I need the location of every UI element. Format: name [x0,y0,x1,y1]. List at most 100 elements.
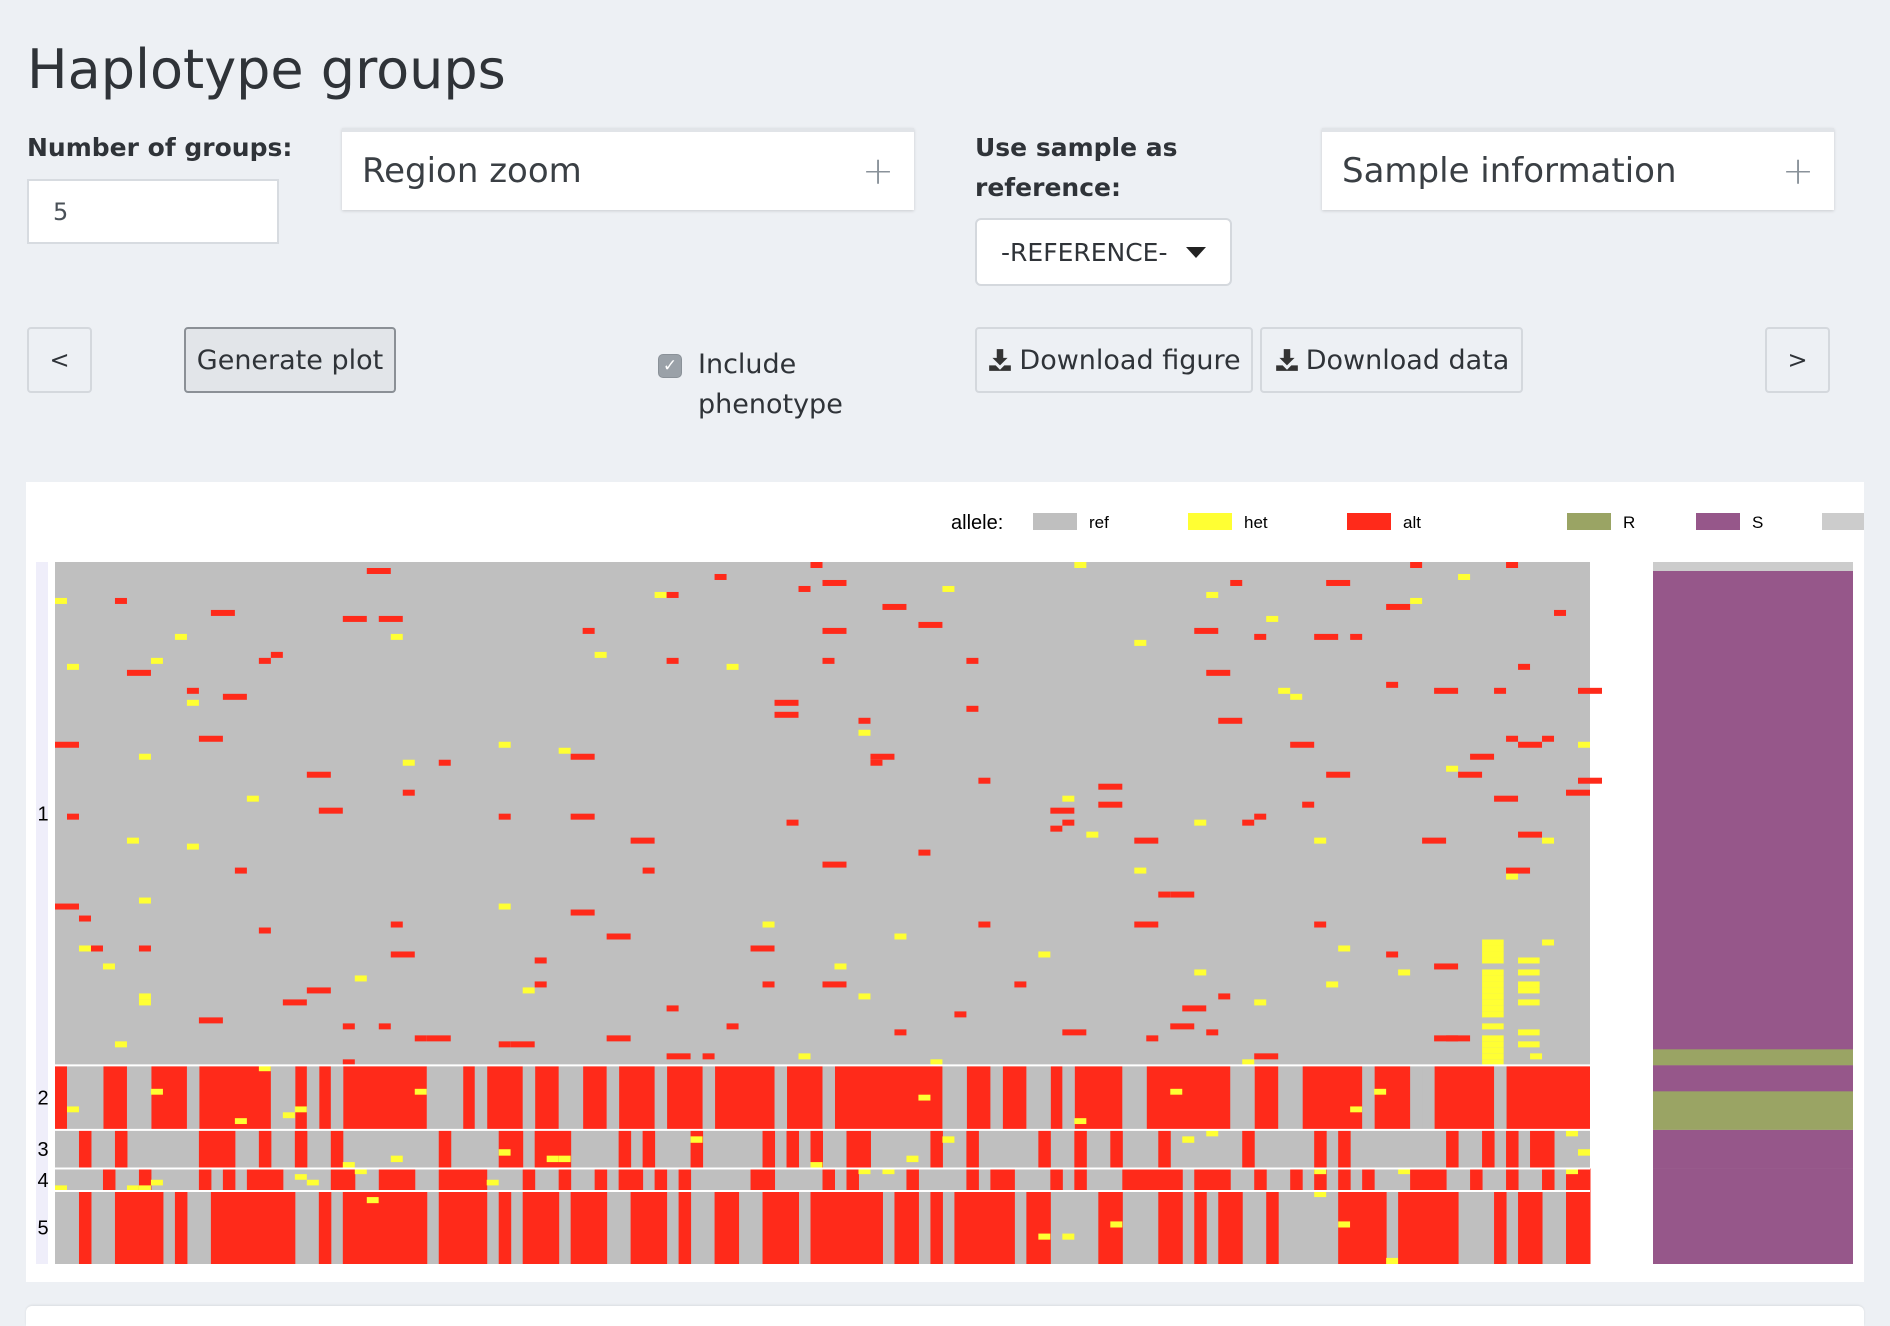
include-phenotype-label[interactable]: Include phenotype [698,349,843,420]
cell-het [498,741,511,748]
include-phenotype-checkbox[interactable]: ✓ [658,354,682,378]
cell-het [1578,741,1590,748]
cell-column [438,1065,452,1130]
download-figure-button[interactable]: Download figure [975,327,1253,393]
cell-alt [822,627,847,634]
cell-column [450,1168,464,1191]
cell-alt [870,759,883,766]
cell-alt [66,813,79,820]
cell-column [306,1065,320,1130]
cell-column [1062,1065,1075,1130]
cell-het [1482,975,1504,982]
cell-het [282,1112,295,1119]
cell-alt [582,627,595,634]
cell-alt [822,579,847,586]
cell-alt [1542,735,1555,742]
cell-column [282,1065,296,1130]
previous-button[interactable]: < [27,327,92,393]
cell-column [1158,1168,1171,1191]
cell-column [114,1129,128,1169]
legend: allele: ref het alt R S [951,512,1864,534]
cell-alt [378,615,403,622]
cell-column [846,1190,859,1264]
cell-het [354,1168,367,1175]
cell-het [930,1059,943,1066]
cell-alt [666,591,679,598]
cell-alt [630,837,655,844]
cell-het [1314,837,1327,844]
legend-label-R: R [1623,513,1635,532]
cell-het [486,1179,499,1186]
group-label-4: 4 [37,1170,48,1192]
cell-alt [1578,777,1602,784]
cell-column [1254,1168,1267,1191]
legend-swatch-R [1567,513,1611,530]
sample-information-accordion[interactable]: Sample information + [1322,128,1834,210]
cell-alt [822,657,835,664]
cell-column [402,1168,416,1191]
cell-het [1518,987,1540,994]
cell-alt [798,585,811,592]
cell-alt [426,1035,451,1042]
region-zoom-accordion[interactable]: Region zoom + [342,128,914,210]
cell-het [1062,1233,1075,1240]
cell-alt [510,1041,535,1048]
cell-column [654,1190,668,1264]
cell-alt [666,657,679,664]
generate-plot-button[interactable]: Generate plot [184,327,396,393]
cell-het [1350,1106,1363,1113]
cell-column [1002,1190,1015,1264]
cell-column [846,1129,859,1169]
cell-column [1362,1168,1375,1191]
cell-alt [1518,741,1543,748]
cell-column [870,1190,883,1264]
cell-het [126,837,139,844]
cell-het [55,1185,67,1191]
cell-alt [126,669,151,676]
cell-alt [918,849,931,856]
cell-column [186,1065,200,1130]
cell-column [426,1065,440,1130]
cell-alt [606,1035,631,1042]
next-button[interactable]: > [1765,327,1830,393]
cell-alt [1230,579,1243,586]
cell-alt [1518,663,1531,670]
cell-column [990,1065,1003,1130]
legend-swatch-alt [1347,513,1391,530]
cell-het [858,993,871,1000]
cell-column [1338,1129,1351,1169]
download-icon [989,349,1012,371]
download-data-button[interactable]: Download data [1260,327,1523,393]
number-of-groups-input[interactable] [27,179,279,244]
cell-column [930,1129,943,1169]
cell-column [1122,1065,1135,1130]
cell-column [1494,1065,1507,1130]
cell-column [1158,1190,1171,1264]
cell-het [1566,1129,1579,1137]
cell-alt [570,909,595,916]
cell-het [138,999,151,1006]
cell-het [1338,1221,1351,1228]
plus-icon[interactable]: + [1782,149,1814,193]
plus-icon[interactable]: + [862,149,894,193]
cell-het [1482,939,1504,946]
cell-alt [282,999,307,1006]
cell-alt [570,753,595,760]
legend-swatch-ref [1033,513,1077,530]
cell-column [786,1129,800,1169]
cell-alt [414,1035,427,1042]
cell-column [294,1129,308,1169]
cell-column [1038,1129,1051,1169]
cell-column [1218,1168,1231,1191]
cell-column [966,1168,979,1191]
cell-column [390,1190,404,1264]
cell-alt [306,771,331,778]
cell-column [78,1065,92,1130]
cell-het [1482,1047,1504,1054]
cell-column [78,1190,92,1264]
reference-sample-select[interactable]: -REFERENCE- [975,218,1232,286]
cell-alt [1326,579,1351,586]
cell-het [55,597,67,604]
cell-het [1482,1005,1504,1012]
cell-het [1170,1088,1183,1095]
